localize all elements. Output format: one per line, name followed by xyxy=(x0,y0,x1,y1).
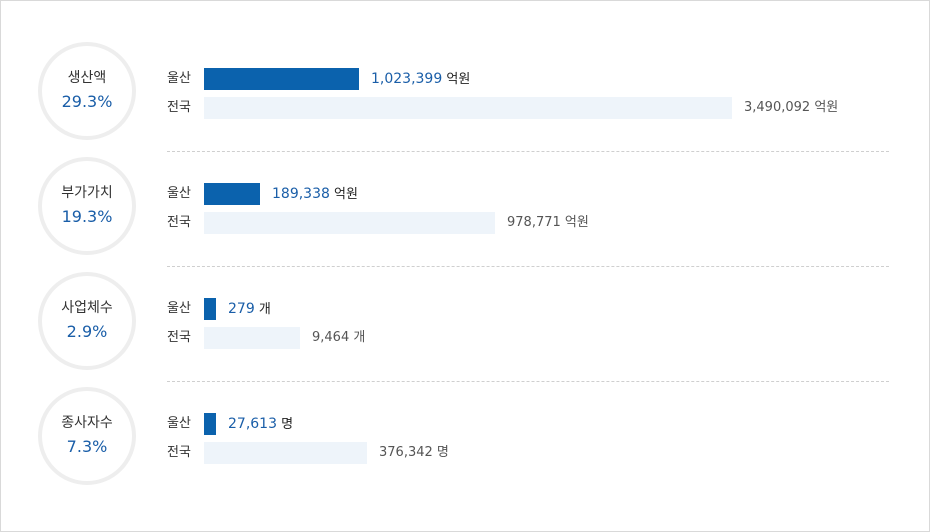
series-label-nation: 전국 xyxy=(167,445,191,460)
value-label-nation: 9,464 개 xyxy=(312,327,365,349)
value-label-nation: 978,771 억원 xyxy=(507,212,589,234)
value-unit: 억원 xyxy=(564,215,589,230)
metric-name: 부가가치 xyxy=(61,185,113,201)
row-divider xyxy=(167,381,889,382)
series-label-ulsan: 울산 xyxy=(167,301,191,316)
bar-ulsan xyxy=(204,413,216,435)
value-label-nation: 376,342 명 xyxy=(379,442,449,464)
metric-percent: 19.3% xyxy=(61,207,113,226)
metric-row-output: 생산액 29.3% 울산 1,023,399 억원 전국 3,490,092 억… xyxy=(1,41,929,156)
metric-percent: 2.9% xyxy=(66,322,108,341)
value-unit: 명 xyxy=(281,417,294,432)
row-divider xyxy=(167,266,889,267)
value-number: 27,613 xyxy=(228,416,277,432)
metric-circle: 사업체수 2.9% xyxy=(38,272,136,370)
series-label-nation: 전국 xyxy=(167,215,191,230)
bar-nation xyxy=(204,97,732,119)
value-number: 978,771 xyxy=(507,215,561,230)
value-number: 9,464 xyxy=(312,330,350,345)
value-number: 279 xyxy=(228,301,255,317)
metric-circle: 부가가치 19.3% xyxy=(38,157,136,255)
value-label-nation: 3,490,092 억원 xyxy=(744,97,838,119)
bar-nation xyxy=(204,327,300,349)
series-label-ulsan: 울산 xyxy=(167,416,191,431)
metric-circle: 생산액 29.3% xyxy=(38,42,136,140)
value-label-ulsan: 189,338 억원 xyxy=(272,183,358,205)
series-label-ulsan: 울산 xyxy=(167,71,191,86)
metric-circle: 종사자수 7.3% xyxy=(38,387,136,485)
bar-nation xyxy=(204,212,495,234)
metric-name: 사업체수 xyxy=(61,300,113,316)
series-label-nation: 전국 xyxy=(167,100,191,115)
value-label-ulsan: 279 개 xyxy=(228,298,271,320)
value-label-ulsan: 1,023,399 억원 xyxy=(371,68,470,90)
metric-name: 종사자수 xyxy=(61,415,113,431)
value-unit: 억원 xyxy=(334,187,358,202)
bar-ulsan xyxy=(204,298,216,320)
row-divider xyxy=(167,151,889,152)
value-number: 1,023,399 xyxy=(371,71,443,87)
metric-name: 생산액 xyxy=(67,70,107,86)
bar-ulsan xyxy=(204,68,359,90)
bar-ulsan xyxy=(204,183,260,205)
value-number: 376,342 xyxy=(379,445,433,460)
value-number: 3,490,092 xyxy=(744,100,811,115)
metric-row-businesses: 사업체수 2.9% 울산 279 개 전국 9,464 개 xyxy=(1,271,929,386)
metric-percent: 7.3% xyxy=(66,437,108,456)
value-unit: 억원 xyxy=(814,100,839,115)
series-label-ulsan: 울산 xyxy=(167,186,191,201)
value-label-ulsan: 27,613 명 xyxy=(228,413,293,435)
value-number: 189,338 xyxy=(272,186,330,202)
metric-row-value-added: 부가가치 19.3% 울산 189,338 억원 전국 978,771 억원 xyxy=(1,156,929,271)
series-label-nation: 전국 xyxy=(167,330,191,345)
value-unit: 개 xyxy=(258,302,271,317)
bar-nation xyxy=(204,442,367,464)
value-unit: 명 xyxy=(436,445,449,460)
metric-row-employees: 종사자수 7.3% 울산 27,613 명 전국 376,342 명 xyxy=(1,386,929,501)
metric-percent: 29.3% xyxy=(61,92,113,111)
value-unit: 억원 xyxy=(446,72,471,87)
value-unit: 개 xyxy=(353,330,366,345)
